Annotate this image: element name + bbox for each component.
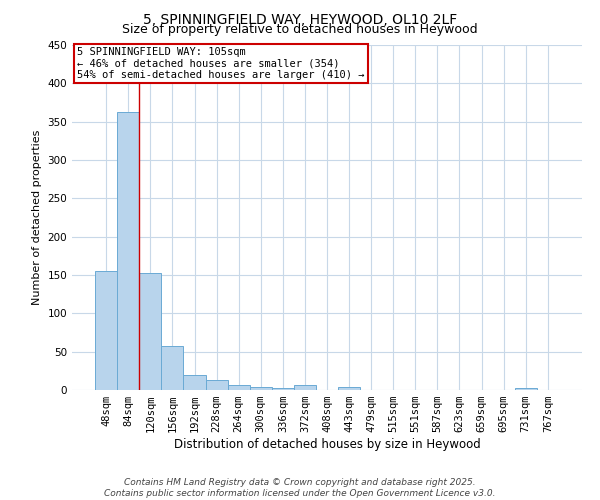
- Bar: [184, 374, 206, 390]
- Bar: [161, 346, 184, 390]
- Bar: [139, 272, 161, 390]
- Bar: [206, 380, 227, 390]
- Text: Size of property relative to detached houses in Heywood: Size of property relative to detached ho…: [122, 22, 478, 36]
- Bar: [117, 112, 139, 390]
- Bar: [250, 387, 272, 390]
- Bar: [95, 271, 117, 390]
- Bar: [272, 388, 294, 390]
- X-axis label: Distribution of detached houses by size in Heywood: Distribution of detached houses by size …: [173, 438, 481, 451]
- Bar: [294, 386, 316, 390]
- Bar: [515, 388, 537, 390]
- Text: 5, SPINNINGFIELD WAY, HEYWOOD, OL10 2LF: 5, SPINNINGFIELD WAY, HEYWOOD, OL10 2LF: [143, 12, 457, 26]
- Bar: [227, 386, 250, 390]
- Text: 5 SPINNINGFIELD WAY: 105sqm
← 46% of detached houses are smaller (354)
54% of se: 5 SPINNINGFIELD WAY: 105sqm ← 46% of det…: [77, 46, 365, 80]
- Text: Contains HM Land Registry data © Crown copyright and database right 2025.
Contai: Contains HM Land Registry data © Crown c…: [104, 478, 496, 498]
- Y-axis label: Number of detached properties: Number of detached properties: [32, 130, 42, 305]
- Bar: [338, 387, 360, 390]
